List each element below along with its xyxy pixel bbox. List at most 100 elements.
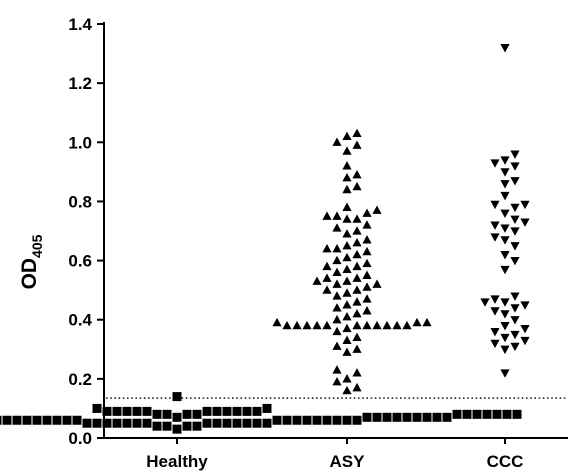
healthy-point (202, 418, 212, 428)
asy-point (372, 279, 382, 288)
asy-point (392, 320, 402, 330)
asy-point (322, 261, 332, 271)
healthy-point (122, 418, 132, 428)
asy-point (322, 273, 332, 282)
ccc-point (500, 310, 510, 319)
asy-point (332, 267, 342, 276)
ccc-point (510, 342, 520, 352)
asy-point (362, 270, 372, 279)
asy-point (352, 238, 362, 247)
asy-point (342, 146, 352, 155)
y-axis-label: OD405 (18, 234, 45, 289)
ccc-point (490, 159, 500, 168)
healthy-point (162, 421, 172, 431)
y-axis-label-subscript: 405 (29, 234, 45, 258)
ccc-point (500, 251, 510, 260)
asy-point (362, 294, 372, 303)
healthy-point (202, 406, 212, 416)
healthy-point (372, 412, 382, 422)
asy-point (352, 128, 362, 138)
healthy-point (452, 409, 462, 419)
asy-point (352, 261, 362, 271)
ccc-point (490, 339, 500, 349)
healthy-point (0, 415, 2, 425)
ccc-point (510, 177, 520, 186)
ccc-point (500, 224, 510, 233)
ccc-point (500, 322, 510, 331)
healthy-point (222, 406, 232, 416)
asy-point (282, 320, 292, 330)
healthy-point (172, 412, 182, 422)
asy-point (342, 300, 352, 309)
asy-point (352, 332, 362, 342)
ccc-point (520, 218, 530, 227)
asy-point (362, 246, 372, 256)
asy-point (372, 320, 382, 330)
asy-point (342, 202, 352, 211)
healthy-point (382, 412, 392, 422)
asy-point (342, 131, 352, 140)
asy-point (342, 172, 352, 182)
healthy-point (82, 418, 92, 428)
ccc-point (510, 150, 520, 159)
healthy-point (222, 418, 232, 428)
asy-point (352, 309, 362, 318)
asy-point (372, 205, 382, 214)
ccc-point (520, 301, 530, 310)
healthy-point (352, 415, 362, 425)
ccc-point (510, 203, 520, 213)
healthy-point (492, 409, 502, 419)
ccc-point (500, 191, 510, 201)
healthy-point (242, 418, 252, 428)
asy-point (342, 276, 352, 285)
asy-point (362, 208, 372, 217)
healthy-point (292, 415, 302, 425)
healthy-point (62, 415, 72, 425)
ccc-point (510, 316, 520, 325)
ccc-point (500, 345, 510, 355)
asy-point (352, 214, 362, 223)
ccc-point (510, 304, 520, 313)
y-tick-label: 0.8 (68, 192, 92, 211)
asy-point (412, 317, 422, 327)
healthy-point (402, 412, 412, 422)
asy-point (332, 255, 342, 265)
asy-point (352, 297, 362, 306)
asy-point (342, 335, 352, 345)
asy-point (332, 223, 342, 232)
asy-point (332, 291, 342, 300)
healthy-point (232, 418, 242, 428)
healthy-point (102, 418, 112, 428)
healthy-point (412, 412, 422, 422)
healthy-point (392, 412, 402, 422)
asy-point (332, 341, 342, 350)
healthy-point (112, 406, 122, 416)
healthy-point (32, 415, 42, 425)
asy-point (332, 211, 342, 220)
asy-point (322, 320, 332, 330)
asy-point (332, 243, 342, 253)
y-tick-label: 1.4 (68, 15, 92, 34)
healthy-point (112, 418, 122, 428)
healthy-point (12, 415, 22, 425)
asy-point (342, 214, 352, 223)
x-tick-label: Healthy (146, 452, 208, 471)
asy-point (272, 317, 282, 327)
ccc-point (500, 180, 510, 189)
asy-point (292, 320, 302, 330)
healthy-point (482, 409, 492, 419)
asy-point (352, 344, 362, 353)
y-tick-label: 0.0 (68, 429, 92, 448)
healthy-point (42, 415, 52, 425)
asy-point (342, 264, 352, 274)
ccc-point (500, 298, 510, 307)
healthy-point (322, 415, 332, 425)
healthy-point (152, 421, 162, 431)
asy-point (342, 252, 352, 262)
ccc-point (500, 168, 510, 177)
asy-point (342, 161, 352, 170)
healthy-point (362, 412, 372, 422)
asy-point (402, 320, 412, 330)
ccc-point (510, 330, 520, 340)
healthy-point (92, 403, 102, 413)
